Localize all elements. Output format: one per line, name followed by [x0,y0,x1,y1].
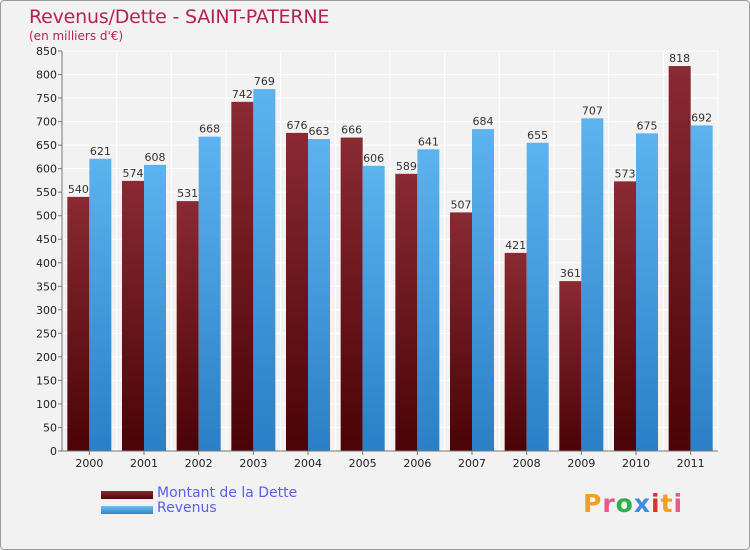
bar-dette-value-label: 531 [177,187,198,200]
y-tick-label: 300 [36,304,57,317]
x-tick-label: 2001 [130,457,158,470]
bar-revenus [636,133,658,451]
bar-dette-value-label: 361 [560,267,581,280]
y-tick-label: 0 [50,445,57,458]
y-tick-label: 50 [43,421,57,434]
bar-dette-value-label: 676 [287,119,308,132]
y-tick-label: 150 [36,374,57,387]
legend-swatch-revenus [101,506,153,514]
y-tick-label: 350 [36,280,57,293]
x-tick-label: 2007 [458,457,486,470]
y-tick-label: 100 [36,398,57,411]
bar-dette [340,137,363,451]
bar-revenus [472,129,494,451]
legend-swatch-dette [101,491,153,499]
logo-letter: r [602,489,616,518]
bar-revenus [89,158,112,451]
logo-letter: i [651,489,661,518]
chart-subtitle: (en milliers d'€) [29,29,124,43]
bar-revenus-value-label: 684 [473,115,494,128]
bar-revenus-value-label: 769 [254,75,275,88]
y-tick-label: 450 [36,233,57,246]
bar-dette-value-label: 507 [451,198,472,211]
x-tick-label: 2008 [513,457,541,470]
bar-revenus [417,149,440,451]
bar-dette-value-label: 421 [505,239,526,252]
proxiti-logo: Proxiti [583,489,683,518]
y-tick-label: 650 [36,139,57,152]
bar-revenus [362,165,385,451]
logo-letter: x [633,489,651,518]
x-tick-label: 2010 [622,457,650,470]
x-tick-label: 2000 [75,457,103,470]
logo-letter: o [615,489,634,518]
bar-revenus [690,125,713,452]
bar-dette-value-label: 574 [123,167,144,180]
bar-dette-value-label: 666 [341,124,362,137]
y-tick-label: 250 [36,327,57,340]
bar-dette [231,101,254,451]
y-tick-label: 750 [36,92,57,105]
bar-dette-value-label: 818 [669,52,690,65]
bar-dette [450,212,472,451]
bar-dette [395,173,418,451]
bar-revenus [581,118,604,451]
bar-revenus-value-label: 608 [145,151,166,164]
bar-revenus [144,164,166,451]
bar-dette [176,201,199,451]
logo-letter: i [673,489,684,518]
bar-revenus [308,139,330,451]
bar-revenus [198,136,221,451]
bar-revenus-value-label: 707 [582,104,603,117]
bar-revenus-value-label: 663 [309,125,330,138]
x-tick-label: 2005 [349,457,377,470]
bar-dette-value-label: 742 [232,88,253,101]
bar-dette-value-label: 573 [615,167,636,180]
y-tick-label: 600 [36,163,57,176]
x-tick-label: 2004 [294,457,322,470]
bar-revenus [526,142,549,451]
x-tick-label: 2003 [239,457,267,470]
bar-revenus-value-label: 606 [363,152,384,165]
x-tick-label: 2011 [677,457,705,470]
logo-letter: P [583,489,603,518]
bar-dette-value-label: 540 [68,183,89,196]
logo-letter: t [660,489,674,518]
y-tick-label: 550 [36,186,57,199]
y-tick-label: 400 [36,257,57,270]
bar-revenus-value-label: 668 [199,123,220,136]
y-tick-label: 200 [36,351,57,364]
x-tick-label: 2002 [185,457,213,470]
y-tick-label: 800 [36,69,57,82]
bar-dette [668,66,691,451]
bar-revenus-value-label: 641 [418,135,439,148]
bar-dette [122,180,144,451]
bar-dette [286,132,308,451]
bar-dette-value-label: 589 [396,160,417,173]
legend-label-dette: Montant de la Dette [157,485,298,501]
bar-revenus-value-label: 655 [527,129,548,142]
y-tick-label: 700 [36,116,57,129]
x-tick-label: 2009 [567,457,595,470]
bar-revenus-value-label: 692 [691,111,712,124]
bar-revenus [253,89,276,451]
bar-dette [67,196,90,451]
bar-revenus-value-label: 621 [90,145,111,158]
chart-title: Revenus/Dette - SAINT-PATERNE [29,6,330,28]
x-tick-label: 2006 [403,457,431,470]
bar-dette [614,181,636,451]
y-tick-label: 500 [36,210,57,223]
y-tick-label: 850 [36,45,57,58]
bar-dette [504,252,527,451]
legend-label-revenus: Revenus [157,500,217,516]
bar-revenus-value-label: 675 [637,119,658,132]
bar-dette [559,281,582,451]
